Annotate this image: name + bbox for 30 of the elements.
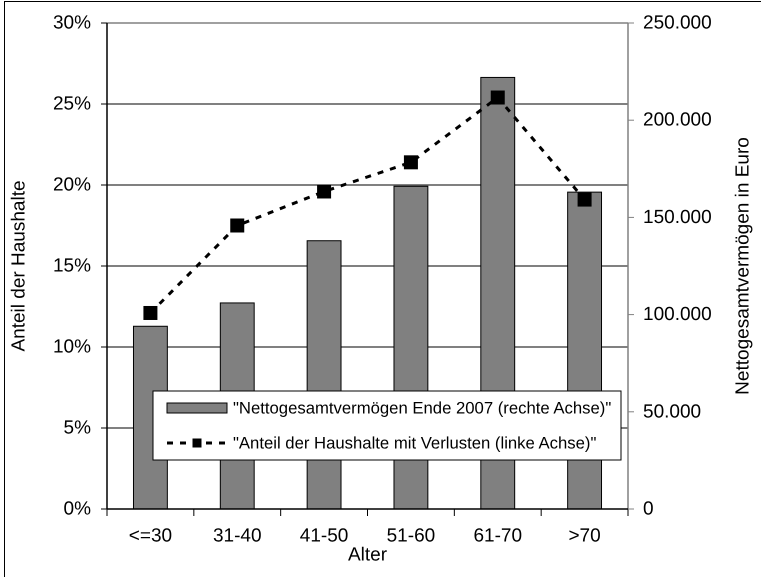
- y-tick-label: 20%: [52, 174, 92, 196]
- y2-tick-label: 150.000: [643, 206, 712, 228]
- x-axis-title: Alter: [348, 544, 388, 566]
- y-tick-label: 0%: [64, 498, 92, 520]
- y2-tick-label: 0: [643, 498, 654, 520]
- x-tick-label: >70: [568, 526, 601, 546]
- x-tick-label: 51-60: [386, 526, 436, 546]
- legend-label: "Nettogesamtvermögen Ende 2007 (rechte Achse)": [233, 398, 612, 418]
- y2-axis-title: Nettogesamtvermögen in Euro: [732, 137, 754, 395]
- point: [578, 192, 592, 207]
- y-tick-label: 10%: [52, 336, 92, 358]
- point: [317, 184, 332, 198]
- y2-tick-label: 200.000: [643, 110, 712, 131]
- y-tick-label: 5%: [64, 418, 92, 438]
- y-tick-label: 15%: [52, 256, 92, 276]
- y-tick-label: 30%: [52, 12, 92, 34]
- x-tick-label: 41-50: [300, 526, 348, 546]
- x-tick-label: 31-40: [212, 526, 262, 546]
- y2-tick-label: 100.000: [643, 304, 712, 326]
- point: [404, 155, 418, 170]
- x-tick-label: <=30: [128, 526, 172, 546]
- point: [143, 306, 158, 320]
- y-axis-title: Anteil der Haushalte: [8, 180, 30, 352]
- x-tick-label: 61-70: [473, 526, 522, 546]
- y-tick-label: 25%: [52, 94, 92, 114]
- point: [230, 218, 244, 232]
- legend-label: "Anteil der Haushalte mit Verlusten (linke Achse)": [233, 434, 596, 452]
- y2-tick-label: 250.000: [643, 12, 712, 34]
- y2-tick-label: 50.000: [643, 401, 702, 422]
- point: [490, 90, 505, 105]
